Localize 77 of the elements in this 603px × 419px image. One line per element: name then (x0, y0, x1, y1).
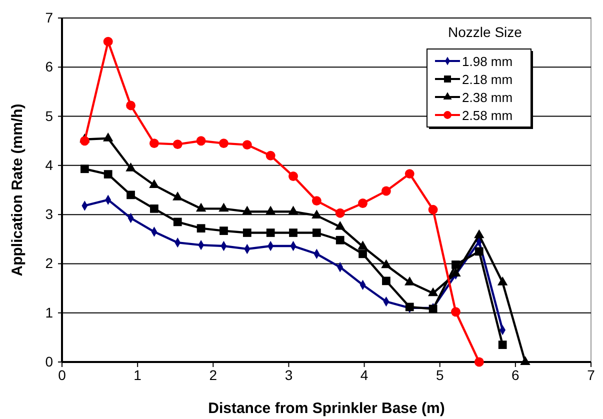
point (218, 202, 229, 212)
point (381, 186, 391, 196)
legend-title: Nozzle Size (448, 24, 522, 40)
point (196, 224, 206, 233)
point (358, 240, 368, 250)
point (474, 229, 484, 238)
legend-label: 1.98 mm (462, 54, 513, 69)
point (451, 307, 460, 317)
point (266, 150, 276, 160)
point (336, 236, 344, 244)
legend-label: 2.58 mm (462, 108, 513, 123)
y-tick-label: 7 (45, 9, 54, 26)
point (450, 268, 461, 276)
y-tick-label: 5 (45, 108, 54, 124)
point (428, 204, 438, 214)
point (149, 179, 160, 188)
legend-label: 2.38 mm (462, 90, 513, 105)
point (498, 340, 507, 349)
point (381, 259, 392, 268)
point (289, 228, 298, 237)
point (126, 100, 136, 110)
point (219, 138, 228, 148)
point (172, 140, 182, 150)
y-tick-label: 1 (45, 304, 54, 320)
x-axis-title: Distance from Sprinkler Base (m) (208, 400, 445, 417)
point (104, 170, 112, 178)
point (335, 208, 345, 218)
point (242, 140, 252, 150)
y-tick-label: 3 (45, 206, 54, 222)
point (80, 136, 90, 146)
point (288, 206, 298, 215)
point (80, 164, 89, 174)
point (404, 169, 414, 178)
point (196, 202, 206, 212)
point (126, 162, 136, 172)
point (474, 357, 484, 367)
point (428, 287, 438, 296)
point (220, 226, 228, 235)
y-axis-title: Application Rate (mm/h) (9, 104, 26, 276)
point (149, 138, 159, 148)
x-tick-label: 4 (360, 366, 368, 383)
x-tick-label: 1 (134, 366, 142, 383)
point (335, 220, 346, 230)
point (103, 132, 114, 142)
y-tick-label: 6 (45, 58, 54, 75)
point (242, 228, 252, 237)
y-tick-label: 2 (45, 255, 54, 272)
point (312, 210, 322, 218)
point (312, 196, 322, 206)
y-tick-label: 4 (45, 156, 54, 173)
x-tick-label: 0 (58, 366, 66, 383)
x-tick-label: 5 (436, 366, 444, 383)
point (150, 204, 158, 213)
point (474, 247, 484, 256)
point (265, 206, 276, 215)
x-tick-label: 2 (209, 366, 218, 383)
point (382, 276, 390, 286)
legend-label: 2.18 mm (462, 72, 513, 87)
point (358, 198, 368, 208)
y-tick-label: 0 (45, 353, 54, 370)
x-tick-label: 3 (284, 366, 293, 383)
point (242, 206, 252, 215)
point (358, 250, 367, 258)
point (520, 356, 530, 365)
point (173, 218, 182, 226)
point (497, 276, 508, 286)
point (126, 190, 135, 200)
point (312, 228, 321, 237)
point (404, 276, 415, 286)
point (452, 260, 460, 269)
point (196, 136, 206, 146)
point (266, 228, 275, 237)
point (103, 36, 113, 46)
x-tick-label: 6 (512, 366, 520, 383)
point (288, 172, 298, 181)
x-tick-label: 7 (587, 366, 596, 383)
point (172, 191, 183, 200)
